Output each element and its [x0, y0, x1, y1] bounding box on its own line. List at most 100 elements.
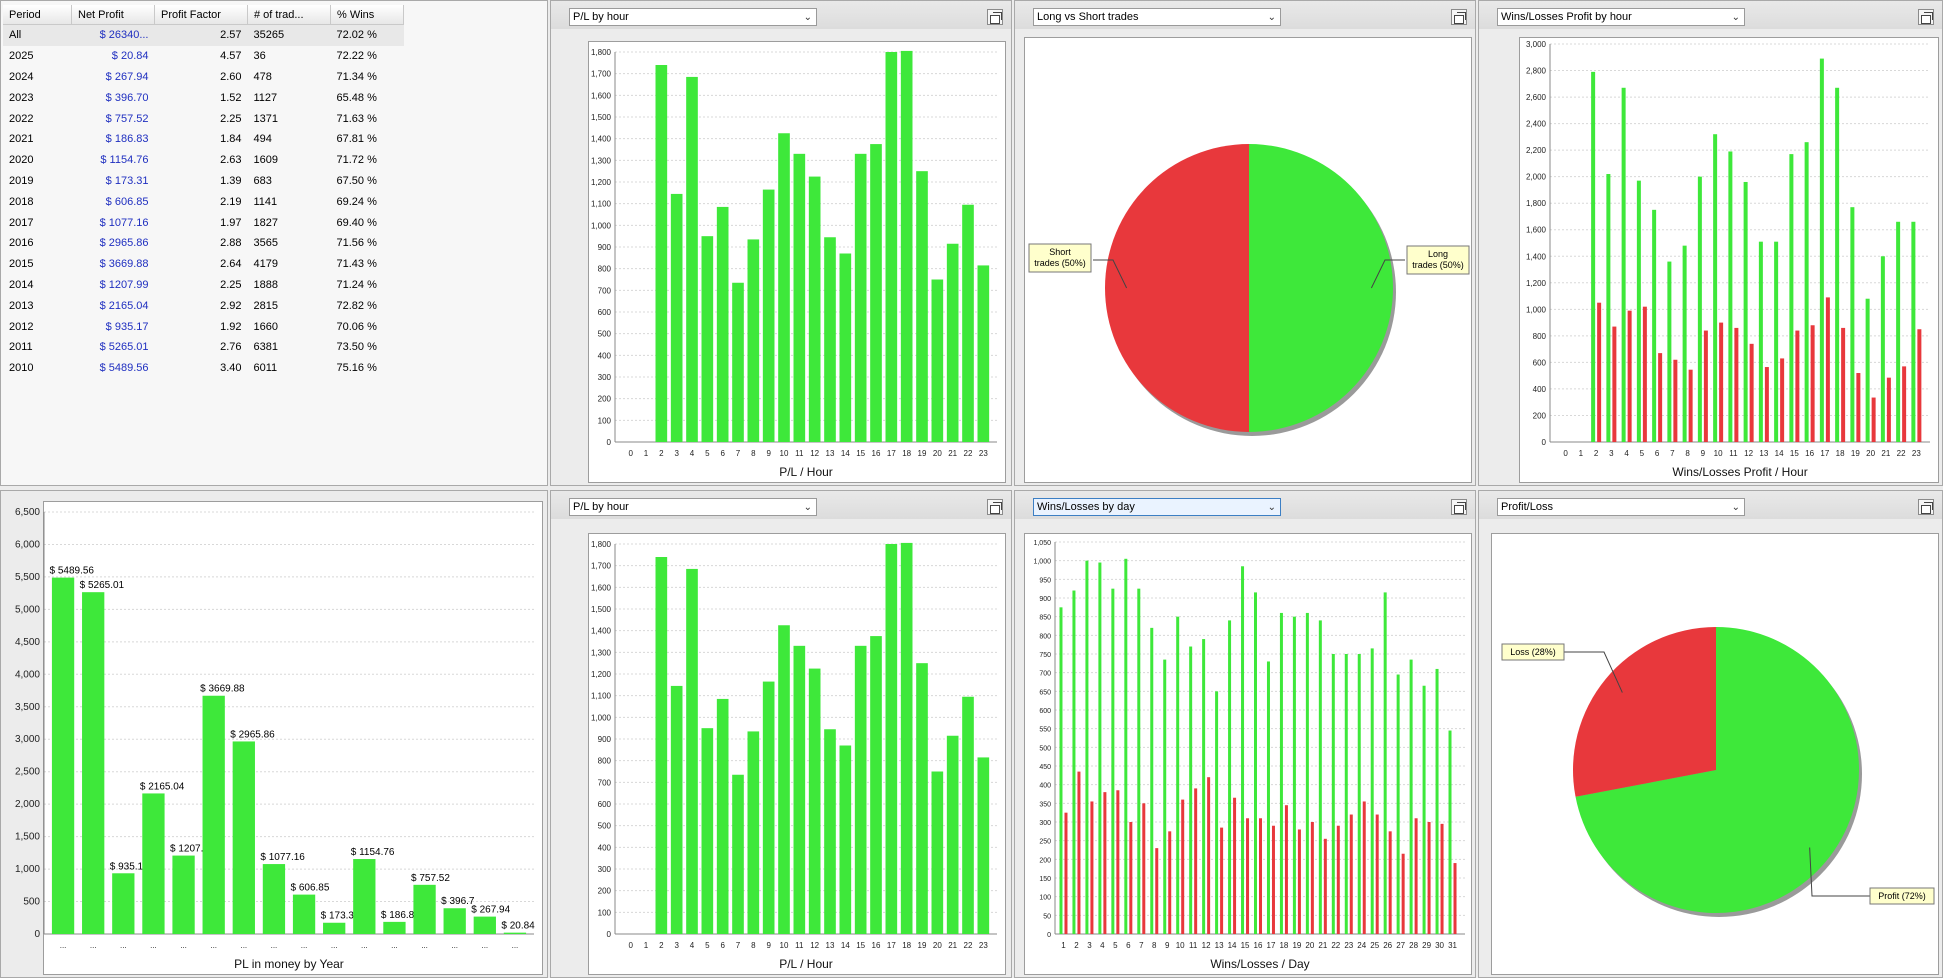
x-tick-label: 1 — [1579, 449, 1584, 458]
bar — [1911, 221, 1916, 442]
data-label: $ 5265.01 — [80, 580, 125, 591]
chevron-down-icon: ⌄ — [1267, 502, 1276, 513]
table-cell: 683 — [253, 174, 272, 187]
x-tick-label: ... — [391, 941, 398, 950]
bar — [1310, 822, 1314, 934]
x-tick-label: 8 — [751, 449, 756, 458]
x-tick-label: 20 — [933, 449, 942, 458]
chart-selector-dropdown[interactable]: P/L by hour ⌄ — [569, 498, 817, 516]
bar — [747, 239, 760, 442]
bar — [1207, 777, 1211, 934]
bar — [1279, 612, 1283, 934]
bar — [1780, 358, 1785, 442]
table-cell: 72.22 % — [336, 50, 377, 63]
bar — [946, 735, 959, 934]
column-header[interactable]: % Wins — [330, 5, 404, 25]
column-header[interactable]: Period — [3, 5, 72, 25]
bar — [716, 698, 729, 934]
x-tick-label: 3 — [674, 941, 679, 950]
table-row[interactable]: 2013 $ 2165.04 2.92 2815 72.82 % — [3, 295, 404, 316]
bar — [1370, 648, 1374, 934]
y-tick-label: 1,600 — [591, 91, 612, 100]
bar — [808, 176, 821, 443]
table-row[interactable]: 2010 $ 5489.56 3.40 6011 75.16 % — [3, 358, 404, 379]
y-tick-label: 550 — [1039, 727, 1051, 734]
column-header[interactable]: # of trad... — [247, 5, 331, 25]
bar — [353, 859, 376, 934]
x-axis-label: Wins/Losses Profit / Hour — [1672, 465, 1807, 479]
pie-slice — [1575, 627, 1859, 913]
table-row[interactable]: 2015 $ 3669.88 2.64 4179 71.43 % — [3, 254, 404, 275]
bar — [1305, 612, 1309, 934]
table-row[interactable]: 2025 $ 20.84 4.57 36 72.22 % — [3, 46, 404, 67]
column-header[interactable]: Profit Factor — [154, 5, 248, 25]
pie-leader-line — [1564, 651, 1623, 693]
maximize-icon[interactable] — [1918, 9, 1934, 25]
table-row[interactable]: 2017 $ 1077.16 1.97 1827 69.40 % — [3, 212, 404, 233]
x-tick-label: 11 — [1189, 941, 1198, 950]
y-tick-label: 2,400 — [1526, 120, 1547, 129]
table-row[interactable]: 2024 $ 267.94 2.60 478 71.34 % — [3, 67, 404, 88]
x-tick-label: 22 — [1897, 449, 1906, 458]
table-row[interactable]: 2018 $ 606.85 2.19 1141 69.24 % — [3, 191, 404, 212]
bar — [1202, 639, 1206, 934]
pie-label: Long — [1428, 249, 1448, 259]
table-row[interactable]: 2011 $ 5265.01 2.76 6381 73.50 % — [3, 337, 404, 358]
bar — [1448, 730, 1452, 934]
x-tick-label: 22 — [964, 941, 973, 950]
table-row[interactable]: 2016 $ 2965.86 2.88 3565 71.56 % — [3, 233, 404, 254]
data-label: $ 3669.88 — [200, 684, 245, 695]
bar — [655, 65, 668, 442]
y-tick-label: 0 — [34, 929, 40, 940]
bar — [1077, 771, 1081, 934]
table-row[interactable]: 2019 $ 173.31 1.39 683 67.50 % — [3, 171, 404, 192]
data-label: $ 2965.86 — [230, 729, 275, 740]
y-tick-label: 0 — [607, 438, 612, 447]
x-tick-label: 8 — [1685, 449, 1690, 458]
x-tick-label: 23 — [979, 449, 988, 458]
table-row[interactable]: All $ 26340... 2.57 35265 72.02 % — [3, 24, 404, 46]
table-row[interactable]: 2012 $ 935.17 1.92 1660 70.06 % — [3, 316, 404, 337]
bar — [82, 592, 105, 934]
selector-value: Long vs Short trades — [1037, 11, 1139, 23]
x-tick-label: 3 — [1609, 449, 1614, 458]
y-tick-label: 100 — [1039, 895, 1051, 902]
table-cell: 2.64 — [220, 258, 242, 271]
bar — [778, 625, 790, 934]
bar — [1789, 154, 1794, 442]
x-tick-label: 23 — [1912, 449, 1921, 458]
maximize-icon[interactable] — [987, 499, 1003, 515]
chart-area: Profit (72%) Loss (28%) — [1491, 533, 1939, 975]
table-cell: 1127 — [253, 91, 278, 104]
table-cell: 75.16 % — [336, 362, 377, 375]
bar — [1841, 327, 1846, 442]
maximize-icon[interactable] — [987, 9, 1003, 25]
bar — [1142, 803, 1146, 934]
maximize-icon[interactable] — [1451, 499, 1467, 515]
table-cell: 2.25 — [220, 112, 242, 125]
chart-selector-dropdown[interactable]: Wins/Losses by day ⌄ — [1033, 498, 1281, 516]
maximize-icon[interactable] — [1451, 9, 1467, 25]
data-label: $ 267.94 — [471, 905, 510, 916]
column-header[interactable]: Net Profit — [71, 5, 155, 25]
y-tick-label: 3,000 — [1526, 40, 1547, 49]
table-row[interactable]: 2021 $ 186.83 1.84 494 67.81 % — [3, 129, 404, 150]
x-axis-label: Wins/Losses / Day — [1210, 957, 1309, 971]
y-tick-label: 600 — [598, 800, 612, 809]
bar — [1241, 566, 1245, 934]
period-table: Period Net Profit Profit Factor # of trad..… — [3, 5, 404, 379]
table-row[interactable]: 2022 $ 757.52 2.25 1371 71.63 % — [3, 108, 404, 129]
table-row[interactable]: 2023 $ 396.70 1.52 1127 65.48 % — [3, 87, 404, 108]
chart-selector-dropdown[interactable]: Long vs Short trades ⌄ — [1033, 8, 1281, 26]
x-tick-label: 16 — [872, 941, 881, 950]
panel-header: Wins/Losses Profit by hour ⌄ — [1479, 1, 1942, 29]
table-row[interactable]: 2020 $ 1154.76 2.63 1609 71.72 % — [3, 150, 404, 171]
chart-selector-dropdown[interactable]: Profit/Loss ⌄ — [1497, 498, 1745, 516]
table-row[interactable]: 2014 $ 1207.99 2.25 1888 71.24 % — [3, 275, 404, 296]
maximize-icon[interactable] — [1918, 499, 1934, 515]
table-cell: 71.24 % — [336, 278, 377, 291]
chart-selector-dropdown[interactable]: Wins/Losses Profit by hour ⌄ — [1497, 8, 1745, 26]
bar — [1697, 176, 1702, 442]
x-tick-label: 13 — [1759, 449, 1768, 458]
chart-selector-dropdown[interactable]: P/L by hour ⌄ — [569, 8, 817, 26]
